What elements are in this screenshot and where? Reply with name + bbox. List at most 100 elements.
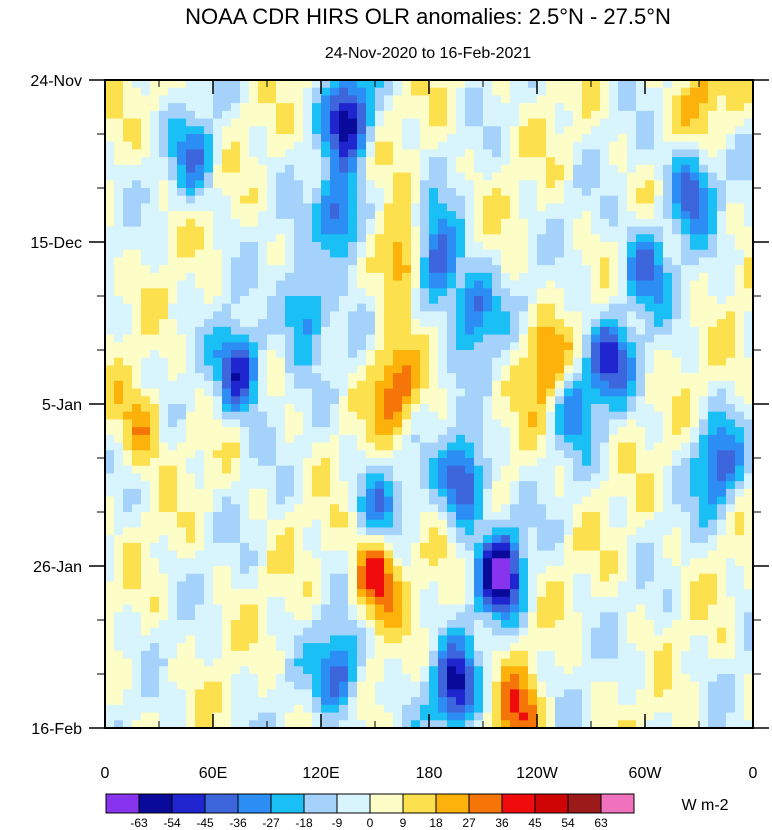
heat-cell xyxy=(420,180,430,189)
heat-cell xyxy=(375,365,385,374)
heat-cell xyxy=(726,481,736,490)
heat-cell xyxy=(267,411,277,420)
heat-cell xyxy=(474,542,484,551)
heat-cell xyxy=(519,434,529,443)
heat-cell xyxy=(213,134,223,143)
heat-cell xyxy=(231,481,241,490)
heat-cell xyxy=(249,388,259,397)
heat-cell xyxy=(708,573,718,582)
heat-cell xyxy=(537,296,547,305)
heat-cell xyxy=(258,180,268,189)
heat-cell xyxy=(645,257,655,266)
heat-cell xyxy=(240,195,250,204)
heat-cell xyxy=(375,234,385,243)
heat-cell xyxy=(294,434,304,443)
heat-cell xyxy=(204,604,214,613)
heat-cell xyxy=(744,195,754,204)
heat-cell xyxy=(519,311,529,320)
heat-cell xyxy=(717,280,727,289)
heat-cell xyxy=(546,203,556,212)
heat-cell xyxy=(321,126,331,135)
heat-cell xyxy=(294,157,304,166)
heat-cell xyxy=(636,280,646,289)
heat-cell xyxy=(213,488,223,497)
heat-cell xyxy=(132,226,142,235)
heat-cell xyxy=(636,512,646,521)
heat-cell xyxy=(204,550,214,559)
heat-cell xyxy=(510,458,520,467)
heat-cell xyxy=(672,450,682,459)
heat-cell xyxy=(609,303,619,312)
heat-cell xyxy=(357,411,367,420)
heat-cell xyxy=(258,234,268,243)
heat-cell xyxy=(186,218,196,227)
heat-cell xyxy=(501,373,511,382)
heat-cell xyxy=(312,434,322,443)
heat-cell xyxy=(519,404,529,413)
heat-cell xyxy=(276,380,286,389)
heat-cell xyxy=(474,357,484,366)
heat-cell xyxy=(717,535,727,544)
heat-cell xyxy=(546,288,556,297)
heat-cell xyxy=(366,203,376,212)
heat-cell xyxy=(114,342,124,351)
heat-cell xyxy=(159,573,169,582)
heat-cell xyxy=(681,581,691,590)
heat-cell xyxy=(510,519,520,528)
heat-cell xyxy=(591,357,601,366)
heat-cell xyxy=(231,365,241,374)
heat-cell xyxy=(555,604,565,613)
heat-cell xyxy=(528,103,538,112)
heat-cell xyxy=(600,180,610,189)
heat-cell xyxy=(555,303,565,312)
heat-cell xyxy=(429,226,439,235)
heat-cell xyxy=(501,473,511,482)
heat-cell xyxy=(627,87,637,96)
heat-cell xyxy=(105,326,115,335)
heat-cell xyxy=(330,396,340,405)
heat-cell xyxy=(105,542,115,551)
heat-cell xyxy=(276,126,286,135)
heat-cell xyxy=(267,226,277,235)
heat-cell xyxy=(546,373,556,382)
heat-cell xyxy=(285,218,295,227)
heat-cell xyxy=(222,504,232,513)
heat-cell xyxy=(393,126,403,135)
heat-cell xyxy=(411,195,421,204)
heat-cell xyxy=(393,373,403,382)
heat-cell xyxy=(474,265,484,274)
heat-cell xyxy=(465,373,475,382)
heat-cell xyxy=(348,473,358,482)
heat-cell xyxy=(366,604,376,613)
heat-cell xyxy=(645,573,655,582)
heat-cell xyxy=(663,465,673,474)
heat-cell xyxy=(303,103,313,112)
heat-cell xyxy=(636,272,646,281)
heat-cell xyxy=(465,80,475,89)
heat-cell xyxy=(231,550,241,559)
heat-cell xyxy=(114,612,124,621)
heat-cell xyxy=(591,519,601,528)
heat-cell xyxy=(357,350,367,359)
heat-cell xyxy=(222,357,232,366)
heat-cell xyxy=(123,103,133,112)
heat-cell xyxy=(303,573,313,582)
heat-cell xyxy=(564,442,574,451)
heat-cell xyxy=(213,118,223,127)
heat-cell xyxy=(240,126,250,135)
heat-cell xyxy=(672,542,682,551)
heat-cell xyxy=(105,141,115,150)
heat-cell xyxy=(195,512,205,521)
heat-cell xyxy=(645,149,655,158)
heat-cell xyxy=(339,566,349,575)
heat-cell xyxy=(330,581,340,590)
heat-cell xyxy=(492,365,502,374)
heat-cell xyxy=(717,118,727,127)
heat-cell xyxy=(735,311,745,320)
heat-cell xyxy=(222,157,232,166)
heat-cell xyxy=(708,589,718,598)
heat-cell xyxy=(267,481,277,490)
heat-cell xyxy=(609,242,619,251)
heat-cell xyxy=(312,350,322,359)
heat-cell xyxy=(699,573,709,582)
